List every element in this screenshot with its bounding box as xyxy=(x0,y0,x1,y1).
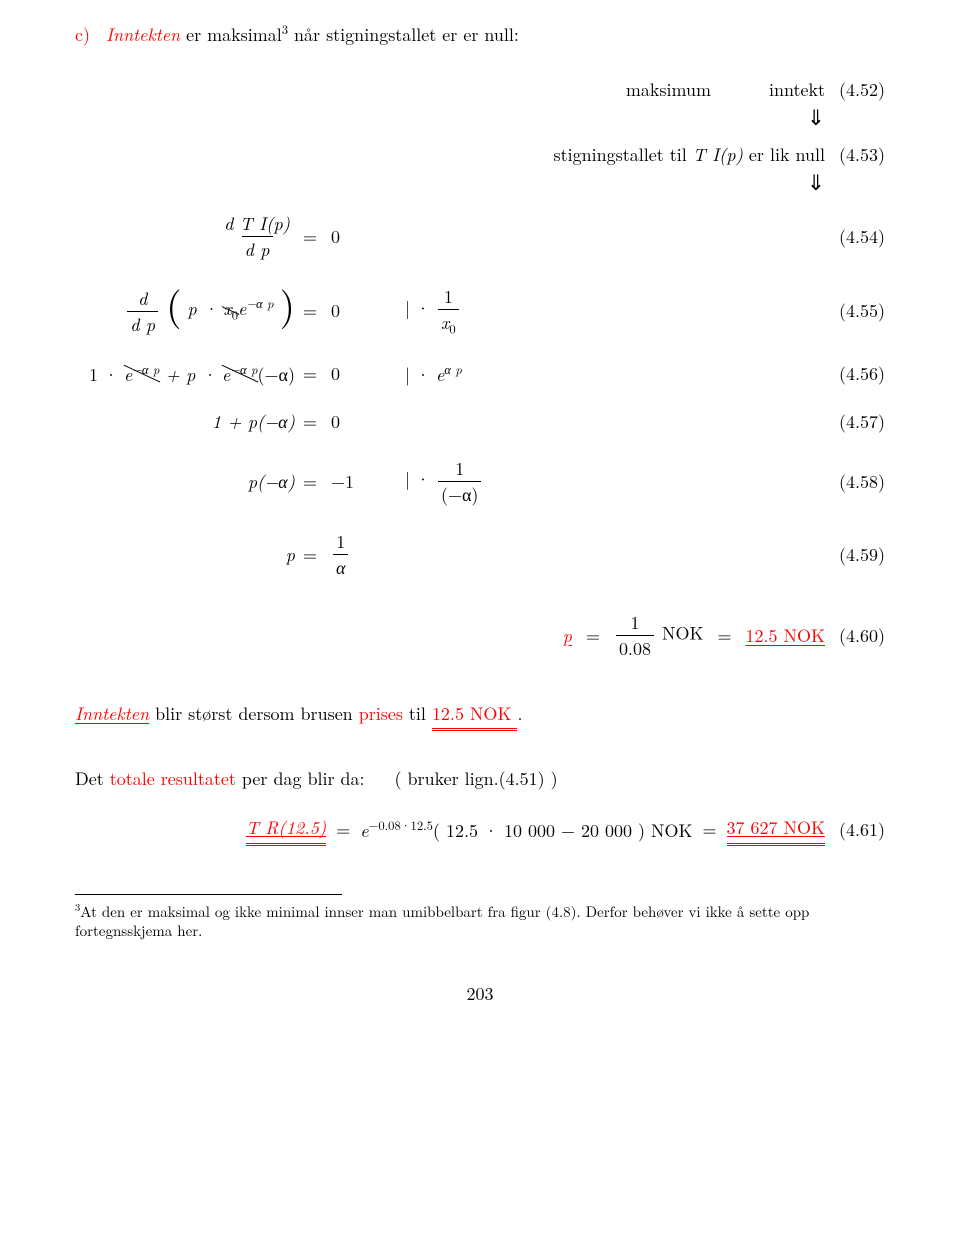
equals: = xyxy=(717,623,731,648)
equals: = xyxy=(586,623,600,648)
eq-num: (4.56) xyxy=(839,361,885,386)
eq58-lhs: p(−α) xyxy=(248,469,295,494)
footnote-rule xyxy=(75,894,342,895)
eq-num: (4.53) xyxy=(839,142,885,167)
eq-num: (4.55) xyxy=(839,298,885,323)
down-arrow: ⇓ xyxy=(75,102,885,132)
eq-4-52: maksimum inntekt (4.52) xyxy=(75,77,885,102)
eq-4-53: stigningstallet til T I(p) er lik null (… xyxy=(75,142,885,167)
eq58-mult: | · 1 (−α) xyxy=(405,456,483,507)
part-label: c) xyxy=(75,22,90,47)
conclusion-value: 12.5 NOK xyxy=(432,701,518,731)
eq-num: (4.54) xyxy=(839,224,885,249)
downarrow-icon: ⇓ xyxy=(807,102,825,132)
eq52-left: maksimum xyxy=(626,77,711,102)
eq59-rhs: 1 α xyxy=(325,529,350,580)
eq54-rhs: 0 xyxy=(325,224,340,249)
eq57-lhs: 1 + p(−α) xyxy=(212,409,295,434)
eq61-expr: e−0.08·12.5( 12.5 · 10 000 − 20 000 ) NO… xyxy=(360,816,692,843)
footnote-block: 3At den er maksimal og ikke minimal inns… xyxy=(75,894,885,941)
eq61-lhs: T R(12.5) xyxy=(246,815,326,844)
eq60-p: p xyxy=(563,623,572,648)
eq60-result: 12.5 NOK xyxy=(745,623,825,648)
eq59-lhs: p xyxy=(286,542,295,567)
conclusion-line: Inntekten blir størst dersom brusen pris… xyxy=(75,701,885,726)
equals: = xyxy=(303,224,317,249)
eq-num: (4.61) xyxy=(839,817,885,842)
eq-num: (4.57) xyxy=(839,409,885,434)
eq56-rhs: 0 xyxy=(325,361,340,386)
eq53-text: stigningstallet til T I(p) er lik null xyxy=(554,142,825,167)
eq60-frac: 1 0.08 NOK xyxy=(614,610,704,661)
eq-4-61: T R(12.5) = e−0.08·12.5( 12.5 · 10 000 −… xyxy=(75,815,885,844)
eq-num: (4.59) xyxy=(839,542,885,567)
footnote-text: 3At den er maksimal og ikke minimal inns… xyxy=(75,901,885,941)
eq61-result: 37 627 NOK xyxy=(727,815,826,844)
eq55-rhs: 0 xyxy=(325,298,340,323)
down-arrow: ⇓ xyxy=(75,167,885,197)
equation-block: d T I(p) d p = 0 (4.54) d d p ( p · x0e−… xyxy=(75,211,885,580)
equals: = xyxy=(702,817,716,842)
eq-num: (4.60) xyxy=(839,623,885,648)
result-intro-line: Det totale resultatet per dag blir da: (… xyxy=(75,766,885,791)
eq55-mult: | · 1 x0 xyxy=(405,284,461,338)
page-number: 203 xyxy=(75,981,885,1006)
eq52-right: inntekt xyxy=(769,77,825,102)
eq58-rhs: −1 xyxy=(325,469,354,494)
equals: = xyxy=(303,469,317,494)
eq54-lhs: d T I(p) d p xyxy=(219,211,295,262)
eq57-rhs: 0 xyxy=(325,409,340,434)
downarrow-icon: ⇓ xyxy=(807,167,825,197)
statement-text: Inntekten er maksimal3 når stigningstall… xyxy=(106,20,519,47)
equals: = xyxy=(303,542,317,567)
eq-num: (4.52) xyxy=(839,77,885,102)
equals: = xyxy=(303,298,317,323)
eq55-lhs: d d p ( p · x0e−α p ) xyxy=(125,284,295,337)
eq-num: (4.58) xyxy=(839,469,885,494)
eq-4-60: p = 1 0.08 NOK = 12.5 NOK (4.60) xyxy=(75,610,885,661)
eq56-mult: | · eα p xyxy=(405,360,462,387)
equals: = xyxy=(303,409,317,434)
equals: = xyxy=(336,817,350,842)
equals: = xyxy=(303,361,317,386)
eq56-lhs: 1 · e−α p + p · e−α p(−α) xyxy=(89,360,295,387)
part-c-statement: c) Inntekten er maksimal3 når stigningst… xyxy=(75,20,885,47)
result-intro-note: ( bruker lign.(4.51) ) xyxy=(395,766,558,791)
page: c) Inntekten er maksimal3 når stigningst… xyxy=(0,0,960,1259)
